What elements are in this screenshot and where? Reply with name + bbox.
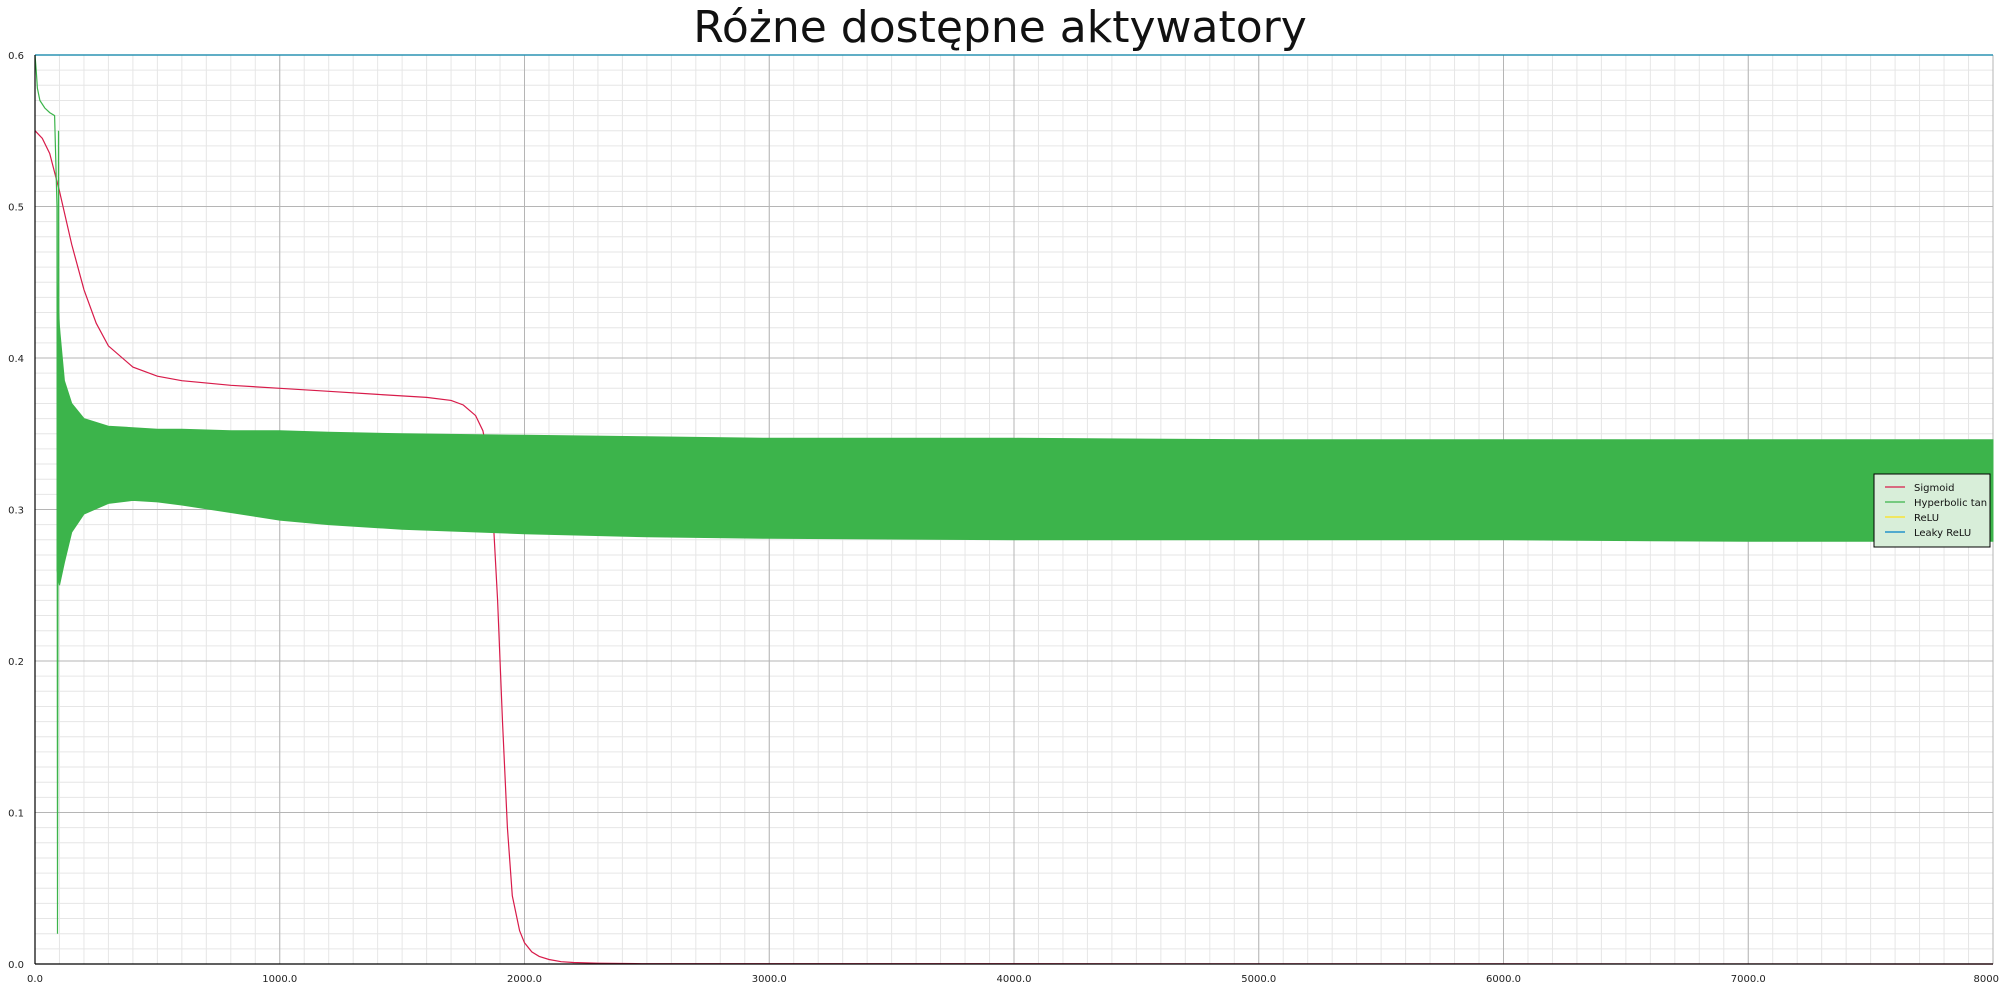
tick-labels: 0.0 1000.0 2000.0 3000.0 4000.0 5000.0 6000.0 7… [8, 51, 1999, 985]
y-tick-label: 0.3 [8, 506, 24, 517]
x-tick-label: 1000.0 [262, 974, 297, 985]
x-tick-label: 5000.0 [1241, 974, 1276, 985]
legend-label: Sigmoid [1914, 483, 1954, 494]
legend-label: Hyperbolic tan [1914, 498, 1987, 509]
series-line-hyperbolic-tan [34, 54, 61, 934]
x-tick-label: 4000.0 [997, 974, 1032, 985]
axes [34, 55, 1993, 965]
legend: Sigmoid Hyperbolic tan ReLU Leaky ReLU [1873, 473, 1991, 548]
x-tick-label: 2000.0 [507, 974, 542, 985]
x-tick-label: 6000.0 [1486, 974, 1521, 985]
x-tick-label: 8000 [1974, 974, 1999, 985]
legend-box [1873, 473, 1991, 548]
x-tick-label: 3000.0 [752, 974, 787, 985]
y-tick-label: 0.5 [8, 203, 24, 214]
y-tick-label: 0.2 [8, 657, 24, 668]
x-tick-label: 7000.0 [1731, 974, 1766, 985]
chart-title: Różne dostępne aktywatory [693, 2, 1307, 53]
x-tick-label: 0.0 [27, 974, 43, 985]
y-tick-label: 0.4 [8, 354, 24, 365]
y-tick-label: 0.1 [8, 809, 24, 820]
series-line-sigmoid [34, 130, 1994, 965]
series-band-hyperbolic-tan [56, 282, 1994, 586]
legend-label: ReLU [1914, 513, 1939, 524]
y-tick-label: 0.6 [8, 51, 24, 62]
plot-series [34, 54, 1994, 965]
legend-label: Leaky ReLU [1914, 528, 1971, 539]
y-tick-label: 0.0 [8, 960, 24, 971]
